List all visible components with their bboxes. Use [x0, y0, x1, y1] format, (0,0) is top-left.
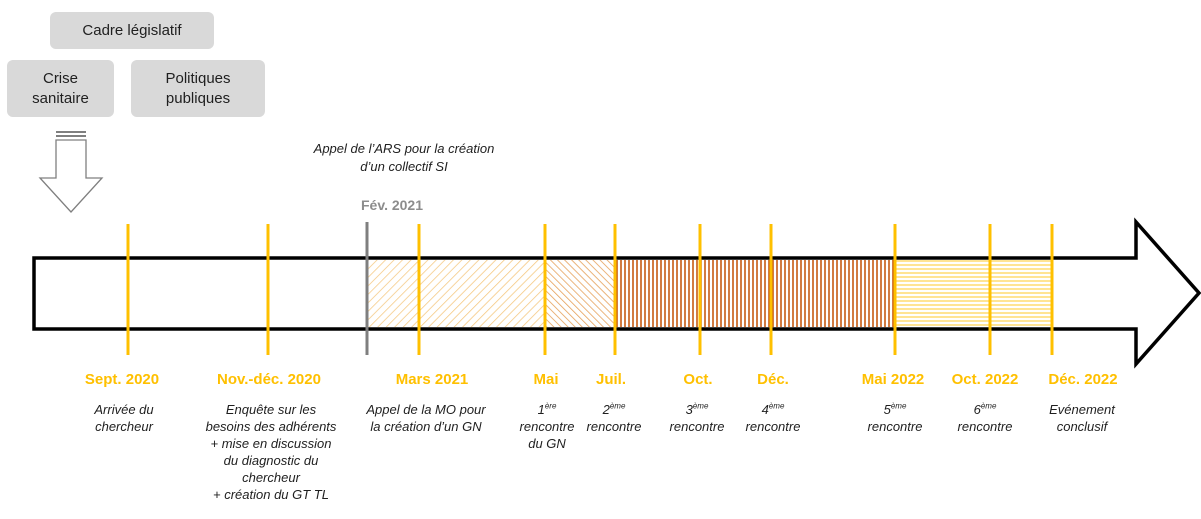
- phase-band-3: [616, 260, 895, 327]
- milestone-description-line: 3ème: [685, 401, 709, 417]
- milestone-description-line: 6ème: [973, 401, 997, 417]
- milestone-description-line: Enquête sur les: [225, 402, 317, 417]
- ordinal-suffix: ème: [890, 401, 907, 411]
- ordinal-suffix: ème: [980, 401, 997, 411]
- milestone-date: Déc.: [757, 371, 789, 388]
- milestone-description-line: la création d’un GN: [370, 419, 482, 434]
- milestone-date: Mars 2021: [395, 371, 469, 388]
- milestone-description: 2ème rencontre: [587, 401, 642, 435]
- milestone-date: Sept. 2020: [84, 371, 160, 388]
- milestone-date: Oct. 2022: [951, 371, 1019, 388]
- milestone-description: Appel de la MO pour la création d’un GN: [366, 401, 485, 435]
- milestone-description-line: chercheur: [242, 470, 300, 485]
- ordinal-suffix: ème: [768, 401, 785, 411]
- milestone-description-line: Arrivée du: [94, 402, 154, 417]
- milestone-description-line: + création du GT TL: [213, 487, 329, 502]
- phase-band-4: [896, 260, 1052, 327]
- milestone-description-line: rencontre: [957, 419, 1013, 434]
- health-crisis-box: Crise sanitaire: [7, 60, 114, 117]
- health-crisis-label: Crise sanitaire: [32, 69, 89, 107]
- milestone-description: Arrivée du chercheur: [94, 401, 153, 435]
- milestone-description-line: rencontre: [519, 419, 575, 434]
- milestone-description-line: 5ème: [883, 401, 907, 417]
- public-policies-label: Politiques publiques: [165, 69, 231, 107]
- ordinal-suffix: ème: [609, 401, 626, 411]
- milestone-description-line: Evénement: [1049, 402, 1115, 417]
- milestone-description-line: rencontre: [586, 419, 642, 434]
- legal-framework-box: Cadre législatif: [50, 12, 214, 49]
- milestone-date: Déc. 2022: [1048, 371, 1118, 388]
- context-down-arrow: [38, 131, 104, 213]
- milestone-date: Nov.-déc. 2020: [217, 371, 321, 388]
- milestone-description: 4ème rencontre: [746, 401, 801, 435]
- milestone-description: Enquête sur les besoins des adhérents + mi…: [206, 401, 337, 503]
- milestone-description-line: 4ème: [761, 401, 785, 417]
- milestone-description: 1ère rencontre du GN: [520, 401, 575, 452]
- milestone-description-line: chercheur: [95, 419, 153, 434]
- legal-framework-label: Cadre législatif: [82, 21, 182, 39]
- milestone-description: 5ème rencontre: [868, 401, 923, 435]
- ars-call-date: Fév. 2021: [360, 197, 424, 213]
- milestone-date: Juil.: [595, 371, 627, 388]
- milestone-description: Evénement conclusif: [1049, 401, 1115, 435]
- milestone-description-line: conclusif: [1056, 419, 1108, 434]
- ars-call-note: Appel de l’ARS pour la création d’un col…: [309, 140, 499, 176]
- phase-bands: [368, 260, 1052, 327]
- milestone-date: Mai: [533, 371, 559, 388]
- milestone-description-line: + mise en discussion: [210, 436, 332, 451]
- milestone-description-line: Appel de la MO pour: [366, 402, 486, 417]
- milestone-description-line: rencontre: [867, 419, 923, 434]
- milestone-date: Oct.: [683, 371, 713, 388]
- milestone-description-line: rencontre: [745, 419, 801, 434]
- phase-band-2: [545, 260, 615, 327]
- milestone-description-line: rencontre: [669, 419, 725, 434]
- phase-band-1: [368, 260, 544, 327]
- ordinal-suffix: ère: [544, 401, 557, 411]
- public-policies-box: Politiques publiques: [131, 60, 265, 117]
- milestone-description: 3ème rencontre: [670, 401, 725, 435]
- milestone-ticks: [126, 224, 1054, 355]
- milestone-description-line: du GN: [528, 436, 566, 451]
- milestone-description-line: 2ème: [602, 401, 626, 417]
- milestone-date: Mai 2022: [861, 371, 925, 388]
- ars-call-text: Appel de l’ARS pour la création d’un col…: [313, 141, 495, 174]
- milestone-description-line: 1ère: [537, 401, 557, 417]
- milestone-description-line: du diagnostic du: [223, 453, 319, 468]
- ordinal-suffix: ème: [692, 401, 709, 411]
- milestone-description: 6ème rencontre: [958, 401, 1013, 435]
- milestone-description-line: besoins des adhérents: [205, 419, 337, 434]
